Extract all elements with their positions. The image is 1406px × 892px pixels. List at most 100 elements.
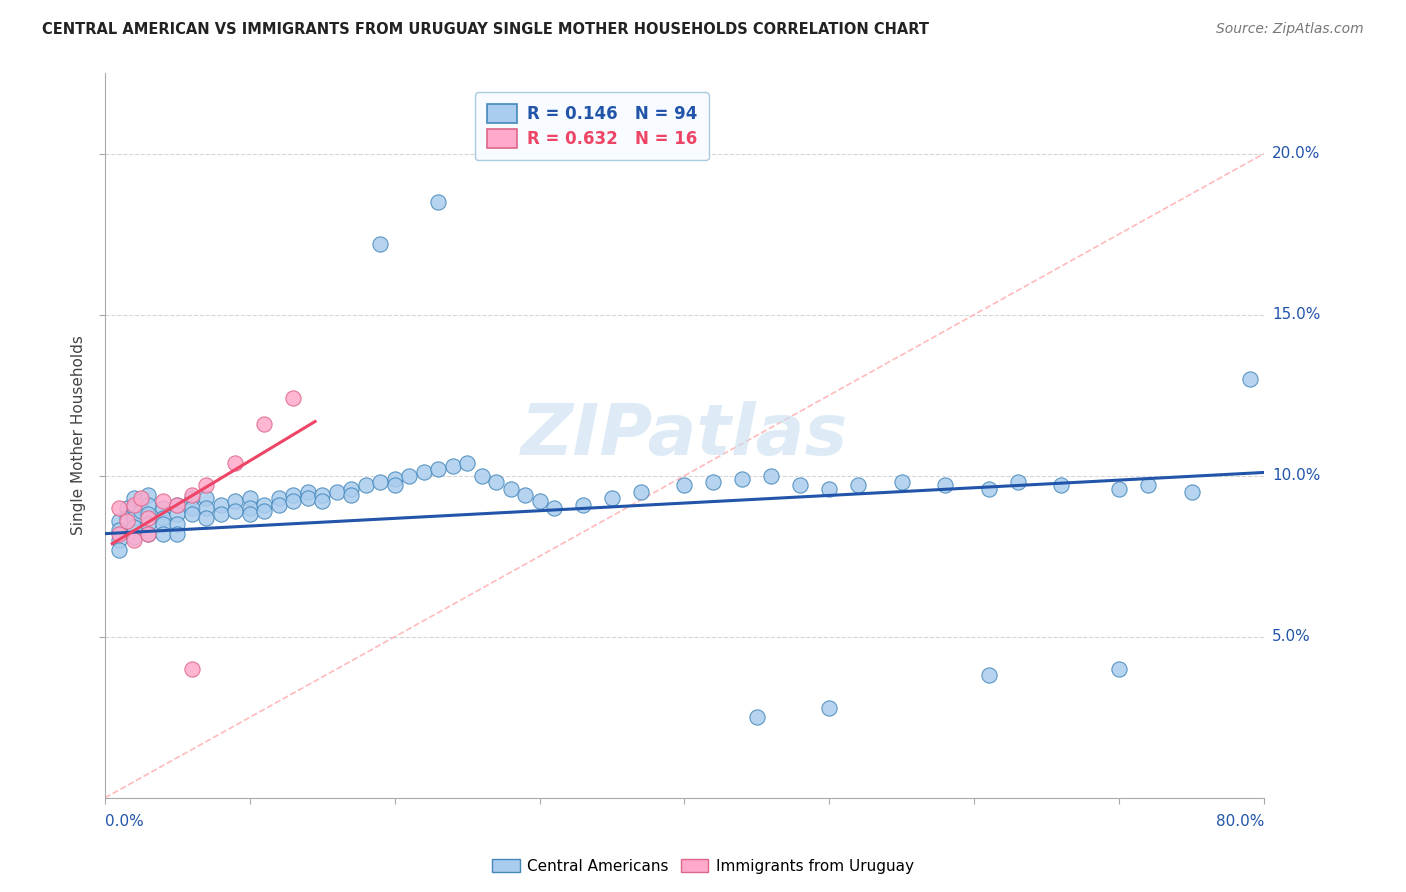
Point [1180,484,1202,499]
Point [702,475,724,489]
Point [311,488,333,502]
Point [267,498,290,512]
Point [108,500,131,515]
Point [485,475,508,489]
Point [297,491,319,506]
Point [138,516,160,531]
Point [673,478,696,492]
Point [1108,482,1130,496]
Point [471,468,494,483]
Text: Source: ZipAtlas.com: Source: ZipAtlas.com [1216,22,1364,37]
Point [239,500,262,515]
Point [761,468,783,483]
Point [572,498,595,512]
Point [209,508,232,522]
Point [890,475,912,489]
Point [745,710,768,724]
Point [129,491,152,506]
Point [456,456,478,470]
Point [427,194,450,209]
Point [253,498,276,512]
Point [122,510,145,524]
Point [129,504,152,518]
Point [195,491,218,506]
Point [513,488,536,502]
Point [340,488,363,502]
Point [138,498,160,512]
Point [180,500,202,515]
Point [152,526,174,541]
Text: 20.0%: 20.0% [1272,146,1320,161]
Point [152,510,174,524]
Point [138,526,160,541]
Point [115,510,138,524]
Point [138,488,160,502]
Point [122,533,145,547]
Text: 80.0%: 80.0% [1216,814,1264,829]
Point [297,484,319,499]
Point [115,500,138,515]
Text: 5.0%: 5.0% [1272,629,1310,644]
Point [253,417,276,431]
Text: 0.0%: 0.0% [105,814,143,829]
Text: 10.0%: 10.0% [1272,468,1320,483]
Point [152,500,174,515]
Point [122,491,145,506]
Legend: Central Americans, Immigrants from Uruguay: Central Americans, Immigrants from Urugu… [486,853,920,880]
Point [1108,662,1130,676]
Point [108,542,131,557]
Point [630,484,652,499]
Point [384,478,406,492]
Point [209,498,232,512]
Point [180,488,202,502]
Point [1050,478,1073,492]
Point [543,500,565,515]
Point [427,462,450,476]
Point [122,520,145,534]
Point [934,478,956,492]
Point [1137,478,1160,492]
Point [152,494,174,508]
Point [108,524,131,538]
Text: 15.0%: 15.0% [1272,307,1320,322]
Point [731,472,754,486]
Point [846,478,869,492]
Point [384,472,406,486]
Point [283,494,305,508]
Text: CENTRAL AMERICAN VS IMMIGRANTS FROM URUGUAY SINGLE MOTHER HOUSEHOLDS CORRELATION: CENTRAL AMERICAN VS IMMIGRANTS FROM URUG… [42,22,929,37]
Point [239,491,262,506]
Point [115,514,138,528]
Point [283,488,305,502]
Point [529,494,551,508]
Point [253,504,276,518]
Point [180,491,202,506]
Point [166,498,188,512]
Point [789,478,811,492]
Point [1239,372,1261,386]
Point [441,458,464,473]
Point [340,482,363,496]
Point [166,508,188,522]
Point [368,475,391,489]
Point [224,504,246,518]
Point [129,494,152,508]
Point [283,392,305,406]
Point [108,533,131,547]
Point [166,526,188,541]
Legend: R = 0.146   N = 94, R = 0.632   N = 16: R = 0.146 N = 94, R = 0.632 N = 16 [475,92,709,160]
Point [180,508,202,522]
Point [138,508,160,522]
Text: ZIPatlas: ZIPatlas [520,401,848,470]
Point [977,482,1000,496]
Point [122,498,145,512]
Point [224,456,246,470]
Point [818,482,841,496]
Y-axis label: Single Mother Households: Single Mother Households [72,335,86,535]
Point [977,668,1000,682]
Point [239,508,262,522]
Point [138,510,160,524]
Point [122,530,145,544]
Point [354,478,377,492]
Point [1007,475,1029,489]
Point [166,516,188,531]
